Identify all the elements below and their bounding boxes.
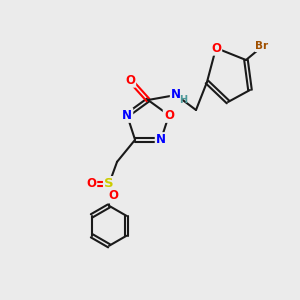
Text: O: O — [108, 189, 118, 202]
Text: O: O — [211, 41, 221, 55]
Text: N: N — [171, 88, 181, 101]
Text: O: O — [164, 109, 174, 122]
Text: O: O — [86, 177, 96, 190]
Text: Br: Br — [255, 41, 268, 51]
Text: N: N — [156, 133, 166, 146]
Text: N: N — [122, 109, 132, 122]
Text: H: H — [179, 95, 187, 105]
Text: S: S — [104, 177, 114, 190]
Text: O: O — [125, 74, 135, 86]
